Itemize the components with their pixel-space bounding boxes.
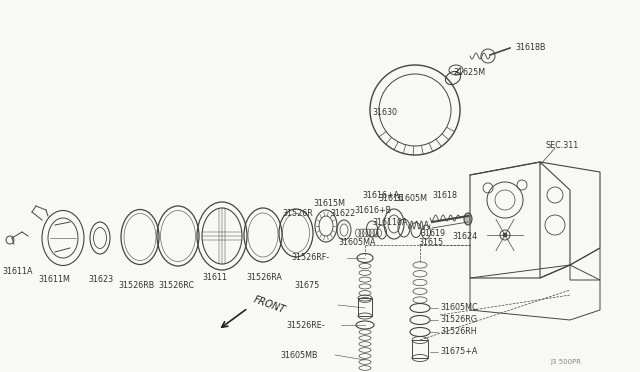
Text: 31675+A: 31675+A xyxy=(440,347,477,356)
Text: 31526RC: 31526RC xyxy=(158,280,194,289)
Text: 31605MC: 31605MC xyxy=(440,304,477,312)
Text: 31605M: 31605M xyxy=(395,193,427,202)
Text: 31618: 31618 xyxy=(432,190,457,199)
Text: 31526RB: 31526RB xyxy=(118,280,154,289)
Ellipse shape xyxy=(464,213,472,225)
Text: 31616+B: 31616+B xyxy=(354,205,391,215)
Bar xyxy=(412,340,428,358)
Text: 31611A: 31611A xyxy=(2,267,33,276)
Text: 31619: 31619 xyxy=(420,228,445,237)
Text: 31616+A: 31616+A xyxy=(362,190,399,199)
Text: J3 500PR: J3 500PR xyxy=(550,359,581,365)
Text: FRONT: FRONT xyxy=(252,295,287,315)
Text: SEC.311: SEC.311 xyxy=(545,141,579,150)
Text: 31622: 31622 xyxy=(330,208,355,218)
Circle shape xyxy=(503,233,507,237)
Text: 31526RG: 31526RG xyxy=(440,315,477,324)
Text: 31526RE-: 31526RE- xyxy=(286,321,325,330)
Text: 31605MB: 31605MB xyxy=(280,350,318,359)
Text: 31526RH: 31526RH xyxy=(440,327,477,337)
Text: 316110A: 316110A xyxy=(372,218,408,227)
Text: 31616: 31616 xyxy=(378,193,403,202)
Text: 31623: 31623 xyxy=(88,276,113,285)
Text: 31630: 31630 xyxy=(372,108,397,116)
Text: 31526RF-: 31526RF- xyxy=(292,253,330,263)
Text: 31605MA: 31605MA xyxy=(338,237,376,247)
Text: 31615M: 31615M xyxy=(313,199,345,208)
Text: 31615: 31615 xyxy=(418,237,443,247)
Text: 31625M: 31625M xyxy=(453,67,485,77)
Text: 31624: 31624 xyxy=(452,231,477,241)
Bar xyxy=(358,298,372,316)
Text: 31618B: 31618B xyxy=(515,42,545,51)
Text: 31611: 31611 xyxy=(202,273,227,282)
Text: 31675: 31675 xyxy=(295,280,320,289)
Text: 31526R: 31526R xyxy=(282,208,313,218)
Text: 31611M: 31611M xyxy=(38,276,70,285)
Text: 31526RA: 31526RA xyxy=(246,273,282,282)
